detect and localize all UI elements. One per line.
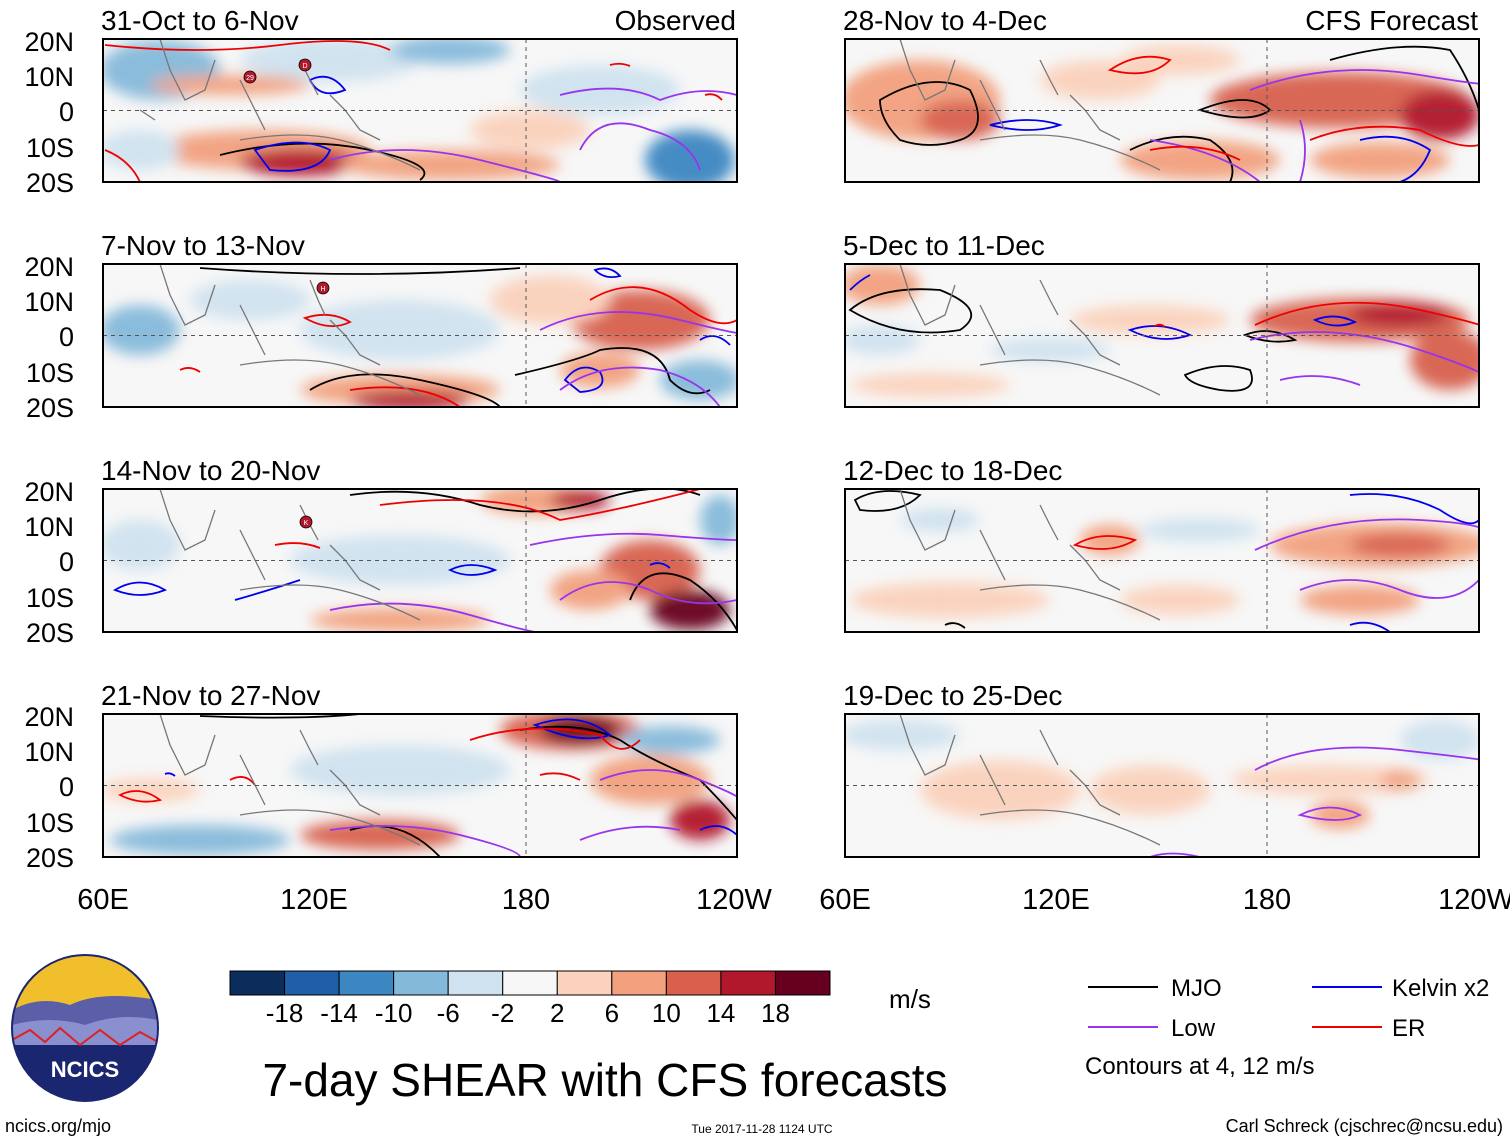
legend-label-low: Low: [1171, 1015, 1216, 1042]
legend-label-kelvin: Kelvin x2: [1392, 975, 1489, 1002]
colorbar-tick-label: 6: [605, 998, 619, 1028]
legend-label-er: ER: [1392, 1015, 1425, 1042]
panel-title-left-2: 7-Nov to 13-Nov: [101, 230, 305, 261]
svg-text:29: 29: [246, 75, 254, 82]
svg-text:120E: 120E: [1022, 884, 1090, 916]
storm-marker-k: K: [299, 515, 313, 529]
svg-text:180: 180: [502, 884, 550, 916]
colorbar-ticks: -18 -14 -10 -6 -2 2 6 10 14 18: [266, 998, 790, 1028]
svg-text:20S: 20S: [26, 393, 74, 423]
colorbar-tick-label: 14: [706, 998, 735, 1028]
storm-marker-h: H: [316, 281, 330, 295]
svg-text:H: H: [320, 286, 325, 293]
svg-text:0: 0: [59, 97, 74, 127]
svg-text:10S: 10S: [26, 358, 74, 388]
svg-text:10N: 10N: [24, 512, 74, 542]
svg-text:60E: 60E: [819, 884, 871, 916]
colorbar-tick-label: 2: [550, 998, 564, 1028]
map-panel-forecast-3: [844, 488, 1480, 633]
svg-text:20N: 20N: [24, 702, 74, 732]
storm-markers: 29 D H K: [243, 58, 330, 529]
units-label: m/s: [889, 984, 931, 1014]
colorbar-tick-label: -14: [320, 998, 358, 1028]
svg-text:10S: 10S: [26, 133, 74, 163]
timestamp: Tue 2017-11-28 1124 UTC: [691, 1122, 833, 1136]
colorbar-swatch: [665, 970, 722, 996]
figure-title: 7-day SHEAR with CFS forecasts: [262, 1054, 947, 1106]
ncics-logo: NCICS: [11, 954, 159, 1102]
svg-text:0: 0: [59, 322, 74, 352]
panel-title-right-3: 12-Dec to 18-Dec: [843, 455, 1062, 486]
colorbar-swatch: [720, 970, 776, 996]
svg-text:10S: 10S: [26, 583, 74, 613]
panel-title-left-3: 14-Nov to 20-Nov: [101, 455, 320, 486]
colorbar-swatch: [284, 970, 340, 996]
colorbar-tick-label: -10: [375, 998, 413, 1028]
colorbar-swatch: [774, 970, 831, 996]
latitude-labels: 20N 10N 0 10S 20S 20N 10N 0 10S 20S 20N …: [24, 27, 74, 873]
svg-text:20N: 20N: [24, 477, 74, 507]
panel-tag-forecast: CFS Forecast: [1305, 5, 1478, 36]
svg-text:60E: 60E: [77, 884, 129, 916]
svg-text:20N: 20N: [24, 252, 74, 282]
svg-text:120E: 120E: [280, 884, 348, 916]
colorbar-tick-label: 18: [761, 998, 790, 1028]
colorbar-tick-label: 10: [652, 998, 681, 1028]
svg-text:K: K: [304, 520, 309, 527]
colorbar-tick-label: -6: [437, 998, 460, 1028]
colorbar: [229, 970, 831, 996]
map-panel-observed-4: [102, 713, 738, 858]
svg-text:10S: 10S: [26, 808, 74, 838]
storm-marker-d: D: [298, 58, 312, 72]
svg-text:10N: 10N: [24, 287, 74, 317]
svg-text:0: 0: [59, 772, 74, 802]
panel-title-right-4: 19-Dec to 25-Dec: [843, 680, 1062, 711]
map-panel-observed-2: [102, 263, 738, 408]
panel-tag-observed: Observed: [615, 5, 736, 36]
legend-note: Contours at 4, 12 m/s: [1085, 1053, 1314, 1080]
svg-text:20S: 20S: [26, 843, 74, 873]
panel-title-left-4: 21-Nov to 27-Nov: [101, 680, 320, 711]
panel-title-left-1: 31-Oct to 6-Nov: [101, 5, 299, 36]
svg-text:10N: 10N: [24, 62, 74, 92]
colorbar-tick-label: -18: [266, 998, 304, 1028]
contour-legend: MJO Kelvin x2 Low ER Contours at 4, 12 m…: [1085, 975, 1489, 1080]
svg-text:180: 180: [1243, 884, 1291, 916]
map-panel-forecast-4: [844, 713, 1480, 858]
svg-text:120W: 120W: [696, 884, 772, 916]
website-link[interactable]: ncics.org/mjo: [5, 1116, 111, 1136]
longitude-labels: 60E 120E 180 120W 60E 120E 180 120W: [77, 884, 1510, 916]
colorbar-swatch: [502, 970, 558, 996]
colorbar-swatch: [556, 970, 613, 996]
panel-title-right-2: 5-Dec to 11-Dec: [843, 230, 1045, 261]
svg-text:D: D: [302, 63, 307, 70]
svg-text:0: 0: [59, 547, 74, 577]
svg-text:10N: 10N: [24, 737, 74, 767]
colorbar-swatch: [393, 970, 449, 996]
storm-marker-29: 29: [243, 70, 257, 84]
colorbar-swatch: [611, 970, 667, 996]
author-credit: Carl Schreck (cjschrec@ncsu.edu): [1226, 1116, 1503, 1136]
colorbar-tick-label: -2: [491, 998, 514, 1028]
colorbar-swatch: [338, 970, 395, 996]
svg-text:20N: 20N: [24, 27, 74, 57]
legend-label-mjo: MJO: [1171, 975, 1222, 1002]
map-panel-forecast-2: [844, 263, 1480, 408]
panel-titles: 31-Oct to 6-Nov Observed 7-Nov to 13-Nov…: [101, 5, 1478, 711]
svg-text:20S: 20S: [26, 618, 74, 648]
map-panel-observed-3: [102, 488, 738, 633]
logo-text: NCICS: [51, 1057, 119, 1082]
svg-text:20S: 20S: [26, 168, 74, 198]
map-panel-forecast-1: [844, 38, 1480, 183]
panel-title-right-1: 28-Nov to 4-Dec: [843, 5, 1047, 36]
svg-text:120W: 120W: [1438, 884, 1510, 916]
colorbar-swatch: [229, 970, 286, 996]
map-panel-observed-1: [102, 38, 738, 183]
colorbar-swatch: [447, 970, 504, 996]
